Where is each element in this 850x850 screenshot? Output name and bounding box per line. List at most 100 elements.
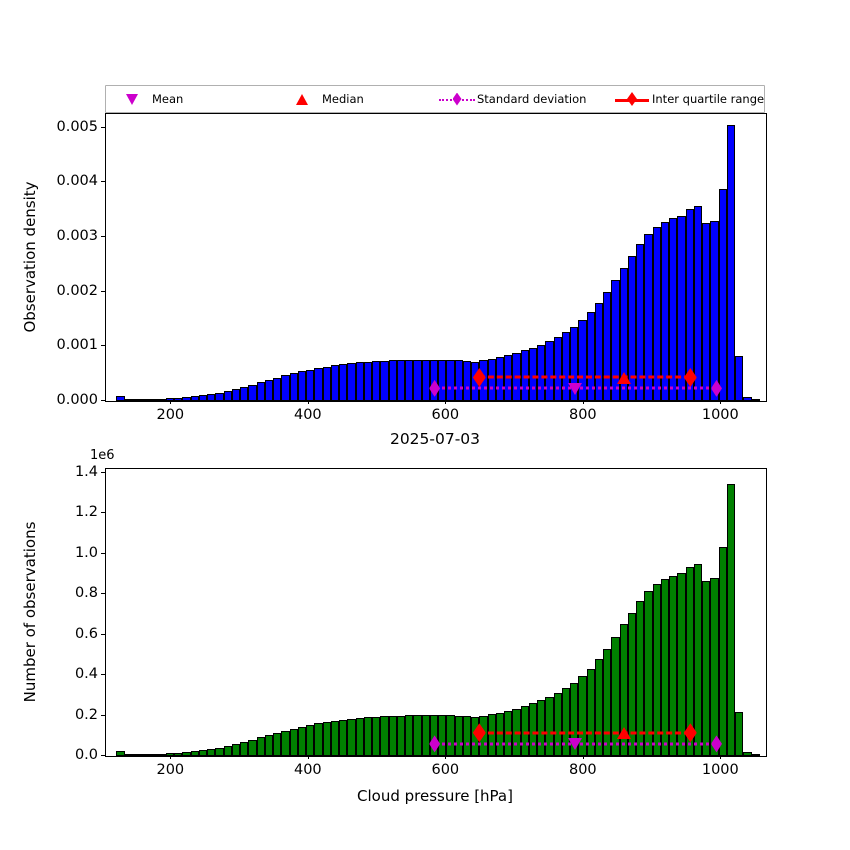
x-tick-mark <box>720 400 722 404</box>
legend-item-median[interactable]: Median <box>282 86 364 112</box>
x-tick-label: 1000 <box>701 407 739 423</box>
histogram-bar <box>586 668 595 756</box>
histogram-bar <box>726 124 736 401</box>
x-tick-label: 600 <box>431 407 460 423</box>
std-marker-low-icon <box>429 379 441 397</box>
histogram-bar <box>718 188 727 401</box>
chart-title: 2025-07-03 <box>389 430 481 448</box>
histogram-bar <box>702 223 711 401</box>
histogram-bar <box>627 612 637 756</box>
y-tick-mark <box>101 236 105 237</box>
histogram-bar <box>685 566 694 756</box>
histogram-bar <box>454 360 463 401</box>
histogram-bar <box>149 754 158 756</box>
histogram-bar <box>462 716 472 756</box>
histogram-bar <box>281 730 290 756</box>
histogram-bar <box>141 754 150 756</box>
y-axis-label-top: Observation density <box>21 180 39 333</box>
histogram-bar <box>570 682 579 756</box>
histogram-bar <box>190 751 199 756</box>
histogram-bar <box>619 267 628 401</box>
histogram-bar <box>132 754 142 756</box>
histogram-bar <box>528 703 538 756</box>
histogram-bar <box>537 344 546 401</box>
x-tick-label: 800 <box>568 407 597 423</box>
histogram-bar <box>190 396 199 401</box>
legend-label: Mean <box>152 92 184 106</box>
histogram-bar <box>396 360 406 401</box>
x-tick-mark <box>582 400 584 404</box>
histogram-bar <box>165 398 175 401</box>
histogram-bar <box>520 706 529 756</box>
histogram-bar <box>726 483 736 756</box>
legend-marker-triangle-up-icon <box>296 93 308 105</box>
histogram-bar <box>264 734 274 756</box>
histogram-bar <box>586 312 595 401</box>
histogram-bar <box>429 359 439 401</box>
histogram-bar <box>198 395 208 401</box>
histogram-bar <box>314 723 323 756</box>
x-tick-mark <box>170 400 172 404</box>
histogram-bar <box>116 750 125 756</box>
histogram-bar <box>289 373 298 401</box>
histogram-bar <box>182 396 191 401</box>
y-tick-label: 1.2 <box>74 504 98 521</box>
histogram-bar <box>405 359 414 401</box>
histogram-bar <box>594 303 604 401</box>
x-tick-label: 1000 <box>701 762 739 778</box>
legend-item-inter-quartile-range[interactable]: Inter quartile range <box>612 86 764 112</box>
legend-label: Standard deviation <box>477 92 587 106</box>
histogram-bar <box>495 357 505 401</box>
histogram-bar <box>669 575 678 756</box>
histogram-bar <box>396 715 406 756</box>
x-tick-label: 200 <box>156 407 185 423</box>
histogram-bar <box>347 718 356 756</box>
x-tick-label: 600 <box>431 762 460 778</box>
statistics-overlay-bottom <box>106 469 766 756</box>
histogram-bar <box>611 636 620 756</box>
legend-label: Median <box>322 92 364 106</box>
histogram-bar <box>743 751 752 756</box>
histogram-bar <box>545 696 554 756</box>
y-tick-mark <box>101 400 105 401</box>
histogram-bar <box>693 564 703 756</box>
histogram-bar <box>570 326 579 401</box>
y-tick-mark <box>101 755 105 756</box>
histogram-bar <box>454 715 463 756</box>
histogram-bar <box>710 220 719 401</box>
histogram-bar <box>124 399 133 401</box>
x-tick-label: 400 <box>293 407 322 423</box>
legend-marker-triangle-down-icon <box>126 93 138 105</box>
histogram-bar <box>281 375 290 401</box>
histogram-bar <box>702 580 711 756</box>
std-marker-low-icon <box>429 735 441 753</box>
legend-item-mean[interactable]: Mean <box>112 86 183 112</box>
histogram-bar <box>273 377 282 401</box>
y-tick-mark <box>101 714 105 716</box>
histogram-bar <box>231 389 241 401</box>
histogram-bar <box>355 718 364 756</box>
histogram-bar <box>578 676 587 756</box>
histogram-bar <box>660 221 670 401</box>
histogram-bar <box>421 359 430 401</box>
y-tick-label: 0.005 <box>56 118 98 135</box>
histogram-bar <box>438 715 447 756</box>
histogram-bar <box>372 716 381 756</box>
x-tick-mark <box>307 400 309 404</box>
x-tick-mark <box>582 755 584 759</box>
histogram-bar <box>636 601 645 756</box>
histogram-bar <box>652 226 661 401</box>
legend-item-standard-deviation[interactable]: Standard deviation <box>437 86 586 112</box>
histogram-bar <box>685 209 694 401</box>
histogram-bar <box>132 399 142 401</box>
histogram-bar <box>215 392 224 401</box>
histogram-bar <box>743 396 752 401</box>
x-tick-label: 400 <box>293 762 322 778</box>
histogram-bar <box>677 573 686 756</box>
histogram-bar <box>306 725 315 756</box>
y-tick-label: 0.8 <box>74 585 98 602</box>
iqr-marker-low-icon <box>472 723 486 743</box>
histogram-bar <box>240 742 249 756</box>
histogram-bar <box>322 366 331 401</box>
y-tick-label: 0.003 <box>56 228 98 244</box>
